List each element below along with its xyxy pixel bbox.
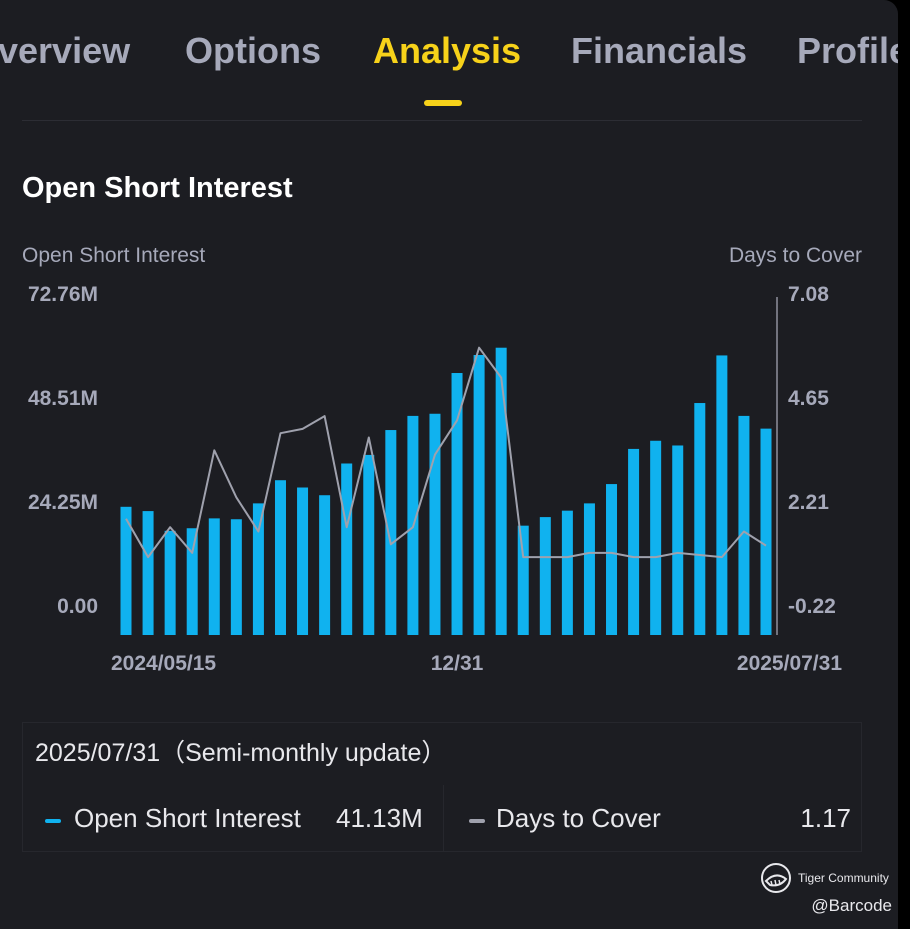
short-interest-bar: [208, 518, 220, 635]
left-axis-tick-label: 24.25M: [28, 491, 98, 514]
open-short-interest-legend-marker: [45, 819, 61, 823]
short-interest-bar: [760, 428, 772, 635]
short-interest-bar: [164, 530, 176, 635]
short-interest-bar: [650, 440, 662, 635]
tab-bar: verview Options Analysis Financials Prof…: [0, 0, 898, 110]
days-to-cover-legend-marker: [469, 819, 485, 823]
short-interest-bar: [672, 445, 684, 635]
right-axis-tick-label: 2.21: [788, 491, 829, 514]
info-box: 2025/07/31（Semi-monthly update） Open Sho…: [22, 722, 862, 852]
tab-divider: [22, 120, 862, 121]
short-interest-bar: [274, 480, 286, 635]
short-interest-bar: [363, 454, 375, 635]
x-axis-tick-label: 12/31: [431, 652, 484, 675]
short-interest-bar: [186, 528, 198, 635]
tab-overview[interactable]: verview: [0, 30, 131, 71]
short-interest-bar: [429, 413, 441, 635]
short-interest-bar: [716, 355, 728, 635]
short-interest-chart[interactable]: 72.76M 48.51M 24.25M 0.00 7.08 4.65 2.21 -0.22 2…: [0, 270, 898, 690]
left-axis-tick-label: 0.00: [57, 595, 98, 618]
short-interest-bar: [385, 430, 397, 635]
active-tab-indicator: [424, 100, 462, 106]
open-short-interest-value: 41.13M: [336, 803, 423, 833]
short-interest-bar: [694, 403, 706, 635]
short-interest-bar: [341, 463, 353, 635]
left-axis-tick-label: 48.51M: [28, 387, 98, 410]
right-axis-title: Days to Cover: [728, 244, 862, 267]
left-axis-tick-label: 72.76M: [28, 283, 98, 306]
info-update-frequency: （Semi-monthly update）: [160, 739, 447, 767]
tab-profile[interactable]: Profile: [797, 30, 898, 71]
short-interest-bar: [473, 355, 485, 635]
short-interest-bar: [738, 415, 750, 635]
legend-separator: [443, 785, 444, 851]
x-axis-tick-label: 2024/05/15: [111, 652, 216, 675]
right-axis-tick-label: 4.65: [788, 387, 829, 410]
short-interest-bar: [120, 506, 132, 635]
short-interest-bar: [252, 503, 264, 635]
short-interest-bar: [583, 503, 595, 635]
open-short-interest-legend-label: Open Short Interest: [74, 803, 301, 833]
short-interest-bar: [451, 373, 463, 635]
section-title: Open Short Interest: [22, 172, 293, 204]
short-interest-bar: [142, 511, 154, 635]
right-axis-tick-label: -0.22: [788, 595, 836, 618]
days-to-cover-value: 1.17: [800, 803, 851, 833]
short-interest-bar: [539, 517, 551, 635]
short-interest-bar: [517, 525, 529, 635]
info-date-line: 2025/07/31（Semi-monthly update）: [35, 733, 446, 769]
short-interest-bar: [495, 347, 507, 635]
short-interest-bar: [561, 510, 573, 635]
days-to-cover-legend-label: Days to Cover: [496, 803, 661, 833]
watermark-text: Tiger Community: [798, 871, 889, 885]
left-axis-title: Open Short Interest: [22, 244, 206, 267]
tab-analysis[interactable]: Analysis: [373, 30, 522, 71]
author-credit: @Barcode: [811, 896, 892, 915]
right-axis-tick-label: 7.08: [788, 283, 829, 306]
info-date: 2025/07/31: [35, 739, 161, 767]
tab-financials[interactable]: Financials: [571, 30, 748, 71]
short-interest-bar: [230, 519, 242, 635]
days-to-cover-line: [125, 346, 767, 559]
short-interest-bar: [319, 495, 331, 635]
tiger-community-logo-icon: [761, 863, 791, 893]
x-axis-tick-label: 2025/07/31: [737, 652, 842, 675]
short-interest-bar: [628, 448, 640, 635]
tab-options[interactable]: Options: [185, 30, 321, 71]
short-interest-bar: [606, 484, 618, 635]
short-interest-bar: [297, 487, 309, 635]
